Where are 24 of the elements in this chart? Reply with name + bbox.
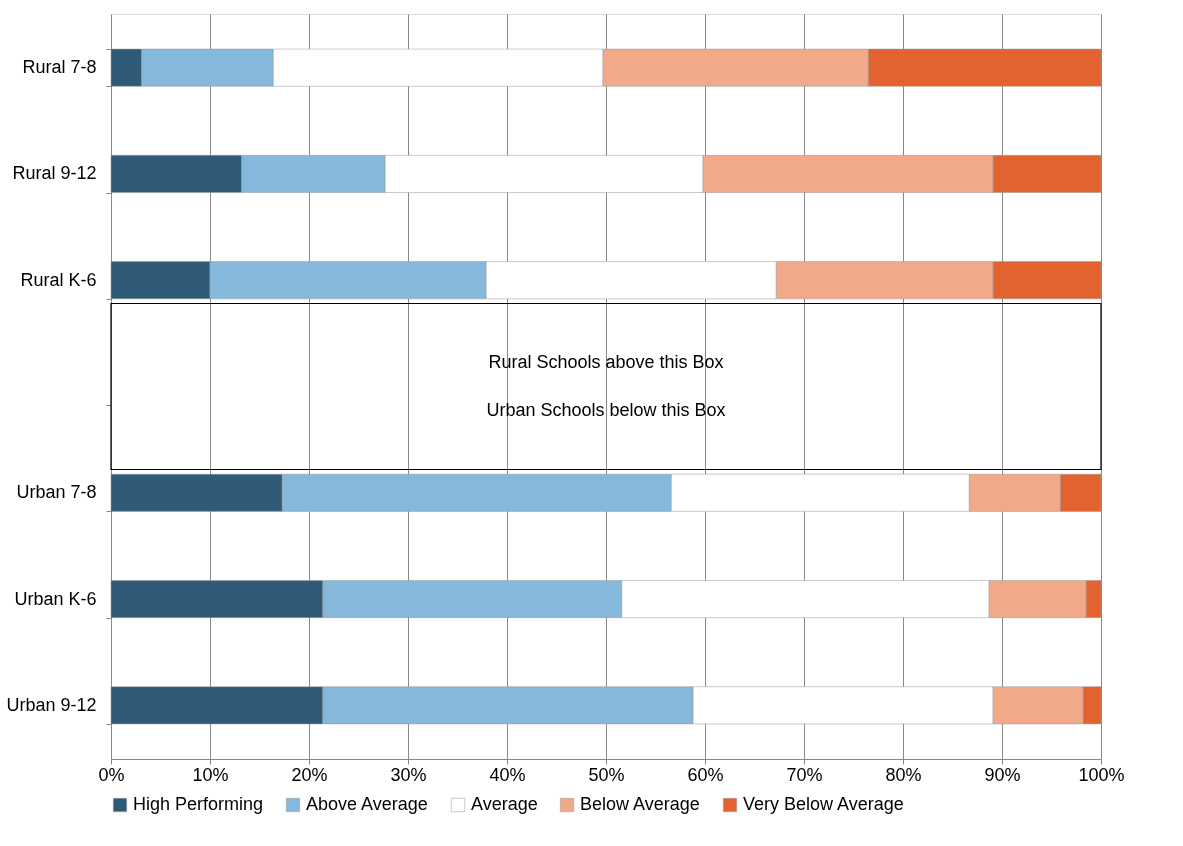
x-tick-label: 100% — [1078, 764, 1125, 785]
x-tick-label: 60% — [687, 764, 724, 785]
x-tick-label: 70% — [786, 764, 823, 785]
x-tick-label: 40% — [489, 764, 526, 785]
x-tick-label: 10% — [192, 764, 229, 785]
legend-label: Above Average — [306, 794, 428, 814]
y-tick-label: Rural 9-12 — [12, 163, 97, 184]
annotation: Urban Schools below this Box — [486, 399, 726, 420]
y-tick-label: Urban 9-12 — [6, 694, 97, 715]
y-tick-label: Rural 7-8 — [22, 57, 97, 78]
y-tick-label: Urban K-6 — [14, 588, 97, 609]
x-tick-label: 20% — [291, 764, 328, 785]
legend-label: Average — [471, 794, 538, 814]
x-tick-label: 80% — [885, 764, 922, 785]
y-tick-label: Urban 7-8 — [16, 482, 97, 503]
legend-label: High Performing — [133, 794, 264, 814]
x-tick-label: 90% — [984, 764, 1021, 785]
x-tick-label: 0% — [98, 764, 125, 785]
y-tick-label: Rural K-6 — [20, 269, 97, 290]
annotation: Rural Schools above this Box — [488, 351, 724, 372]
x-tick-label: 50% — [588, 764, 625, 785]
legend-label: Below Average — [580, 794, 700, 814]
legend-label: Very Below Average — [743, 794, 904, 814]
x-tick-label: 30% — [390, 764, 427, 785]
